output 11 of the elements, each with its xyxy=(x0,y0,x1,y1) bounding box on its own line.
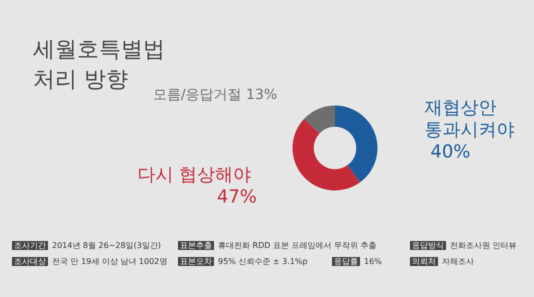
data-label: 40% xyxy=(424,142,470,163)
text: 조사기간 2014년 8월 26~28일(3일간) xyxy=(13,240,161,251)
slice-label: 다시 협상해야 xyxy=(137,164,257,186)
text: 표본오차 95% 신뢰수준 ± 3.1%p xyxy=(179,256,308,267)
text: 표본추출 휴대전화 RDD 표본 프레임에서 무작위 추출 xyxy=(179,240,377,251)
text: 응답방식 전화조사원 인터뷰 xyxy=(411,240,517,251)
data-label: 47% xyxy=(216,186,257,208)
slice-label: 재협상안 통과시켜야 xyxy=(424,98,515,141)
text: 의뢰처 자체조사 xyxy=(411,256,474,267)
text: 응답률 16% xyxy=(333,256,382,267)
text: 조사대상 전국 만 19세 이상 남녀 1002명 xyxy=(13,256,168,267)
